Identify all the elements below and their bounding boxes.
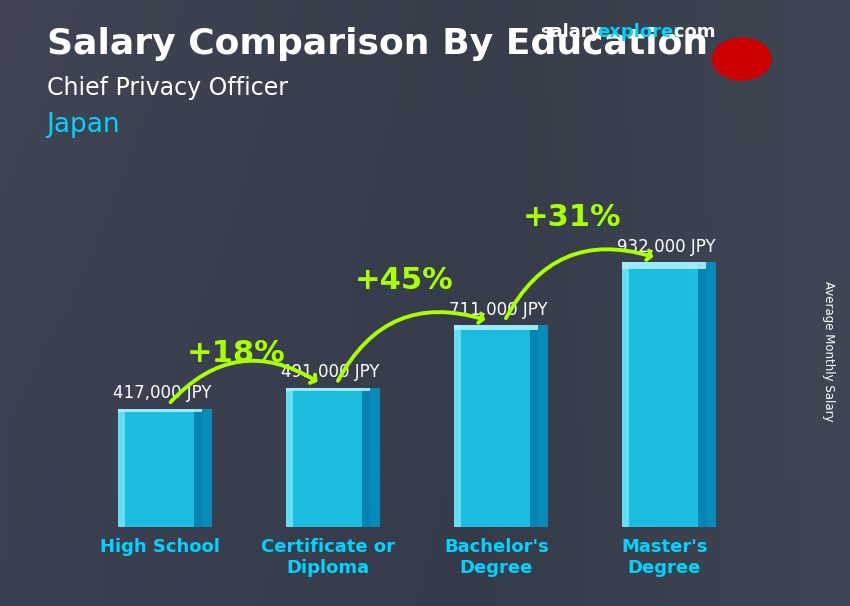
Text: Chief Privacy Officer: Chief Privacy Officer	[47, 76, 288, 100]
Text: 711,000 JPY: 711,000 JPY	[449, 301, 548, 319]
Bar	[286, 387, 371, 527]
Text: .com: .com	[667, 23, 716, 41]
Bar	[622, 262, 706, 268]
Text: Japan: Japan	[47, 112, 121, 138]
Bar	[698, 262, 706, 527]
Bar	[622, 262, 629, 527]
Text: explorer: explorer	[598, 23, 683, 41]
Bar	[118, 408, 202, 527]
Bar	[454, 325, 538, 330]
Bar	[286, 387, 371, 391]
Polygon shape	[538, 325, 548, 527]
Circle shape	[712, 38, 771, 80]
Bar	[530, 325, 538, 527]
Text: salary: salary	[540, 23, 601, 41]
Polygon shape	[371, 387, 380, 527]
Bar	[118, 408, 202, 411]
Bar	[362, 387, 371, 527]
Text: 491,000 JPY: 491,000 JPY	[281, 363, 380, 381]
Text: 417,000 JPY: 417,000 JPY	[113, 384, 212, 402]
Text: +45%: +45%	[354, 266, 453, 295]
Bar	[454, 325, 538, 527]
Bar	[454, 325, 461, 527]
Text: Average Monthly Salary: Average Monthly Salary	[822, 281, 836, 422]
Polygon shape	[202, 408, 212, 527]
Bar	[286, 387, 293, 527]
Text: Salary Comparison By Education: Salary Comparison By Education	[47, 27, 708, 61]
Bar	[622, 262, 706, 527]
Text: 932,000 JPY: 932,000 JPY	[617, 238, 716, 256]
Bar	[194, 408, 202, 527]
Polygon shape	[706, 262, 717, 527]
Bar	[118, 408, 125, 527]
Text: +18%: +18%	[186, 339, 286, 368]
Text: +31%: +31%	[523, 204, 621, 232]
